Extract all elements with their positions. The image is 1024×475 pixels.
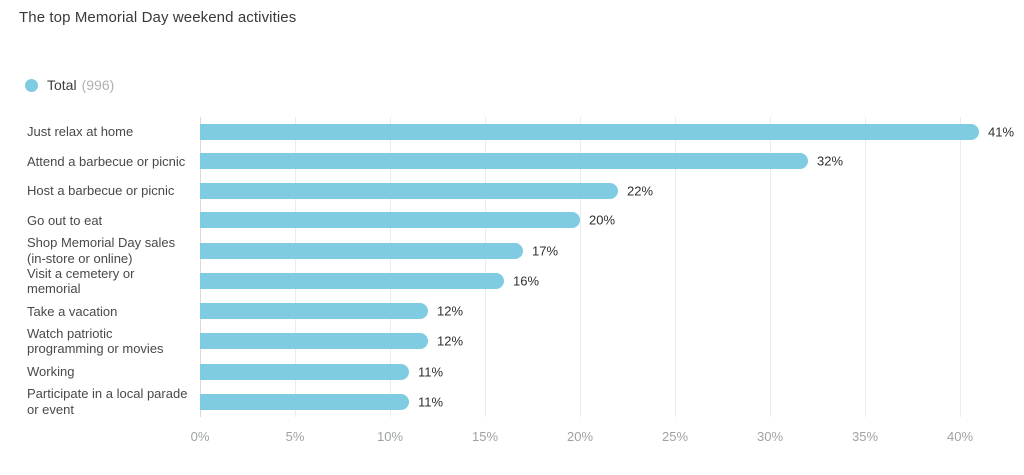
gridline-40 (960, 117, 961, 417)
x-tick-label: 15% (471, 429, 499, 444)
bar-track: 11% (200, 393, 1024, 410)
gridline-20 (580, 117, 581, 417)
gridline-5 (295, 117, 296, 417)
category-label: Shop Memorial Day sales (in-store or onl… (27, 235, 176, 266)
category-label: Take a vacation (27, 303, 118, 319)
bar-track: 41% (200, 123, 1024, 140)
chart-row: Attend a barbecue or picnic 32% (0, 147, 1024, 177)
bar-track: 20% (200, 212, 1024, 229)
legend-item-total[interactable]: Total (996) (25, 77, 114, 93)
value-label: 12% (437, 333, 464, 349)
bar[interactable] (200, 123, 979, 140)
bar[interactable] (200, 393, 409, 410)
value-label: 11% (418, 364, 444, 380)
value-label: 11% (418, 394, 444, 410)
value-label: 20% (589, 212, 616, 228)
category-label: Participate in a local parade or event (27, 386, 188, 417)
category-label: Host a barbecue or picnic (27, 183, 175, 199)
category-label: Watch patriotic programming or movies (27, 326, 164, 357)
chart-row: Go out to eat 20% (0, 206, 1024, 236)
bar-track: 16% (200, 273, 1024, 290)
gridline-15 (485, 117, 486, 417)
chart-row: Host a barbecue or picnic 22% (0, 176, 1024, 206)
category-label: Working (27, 363, 75, 379)
bar[interactable] (200, 273, 504, 290)
legend-dot-icon (25, 78, 38, 92)
x-tick-label: 5% (285, 429, 305, 444)
chart-row: Just relax at home 41% (0, 117, 1024, 147)
chart-row: Watch patriotic programming or movies 12% (0, 326, 1024, 357)
bar-chart: Just relax at home 41% Attend a barbecue o… (0, 117, 1024, 417)
legend-count: (996) (81, 77, 115, 93)
bar-track: 12% (200, 333, 1024, 350)
category-label: Just relax at home (27, 124, 134, 140)
chart-title: The top Memorial Day weekend activities (19, 9, 297, 26)
bar[interactable] (200, 182, 618, 199)
bar[interactable] (200, 333, 428, 350)
x-tick-label: 25% (661, 429, 689, 444)
bar-track: 22% (200, 182, 1024, 199)
chart-rows: Just relax at home 41% Attend a barbecue o… (0, 117, 1024, 417)
gridlines (200, 117, 1012, 417)
value-label: 41% (988, 124, 1015, 140)
gridline-35 (865, 117, 866, 417)
value-label: 22% (627, 183, 654, 199)
x-tick-label: 40% (946, 429, 974, 444)
x-tick-label: 0% (190, 429, 210, 444)
value-label: 12% (437, 303, 464, 319)
category-label: Go out to eat (27, 212, 103, 228)
x-tick-label: 30% (756, 429, 784, 444)
bar[interactable] (200, 153, 808, 170)
value-label: 17% (532, 243, 559, 259)
value-label: 32% (817, 153, 844, 169)
chart-row: Participate in a local parade or event 11… (0, 386, 1024, 417)
x-axis: 0% 5% 10% 15% 20% 25% 30% 35% 40% (191, 429, 1012, 447)
gridline-30 (770, 117, 771, 417)
bar-track: 11% (200, 363, 1024, 380)
gridline-0 (200, 117, 201, 417)
legend-label: Total (47, 77, 77, 93)
value-label: 16% (513, 273, 540, 289)
x-tick-label: 10% (376, 429, 404, 444)
bar[interactable] (200, 242, 523, 259)
gridline-25 (675, 117, 676, 417)
bar[interactable] (200, 303, 428, 320)
bar-track: 17% (200, 242, 1024, 259)
chart-row: Take a vacation 12% (0, 297, 1024, 327)
category-label: Attend a barbecue or picnic (27, 153, 186, 169)
chart-row: Working 11% (0, 357, 1024, 387)
x-tick-label: 20% (566, 429, 594, 444)
chart-row: Visit a cemetery or memorial 16% (0, 266, 1024, 297)
chart-row: Shop Memorial Day sales (in-store or onl… (0, 235, 1024, 266)
bar-track: 32% (200, 153, 1024, 170)
bar[interactable] (200, 212, 580, 229)
category-label: Visit a cemetery or memorial (27, 265, 135, 297)
bar-track: 12% (200, 303, 1024, 320)
x-tick-label: 35% (851, 429, 879, 444)
gridline-10 (390, 117, 391, 417)
bar[interactable] (200, 363, 409, 380)
